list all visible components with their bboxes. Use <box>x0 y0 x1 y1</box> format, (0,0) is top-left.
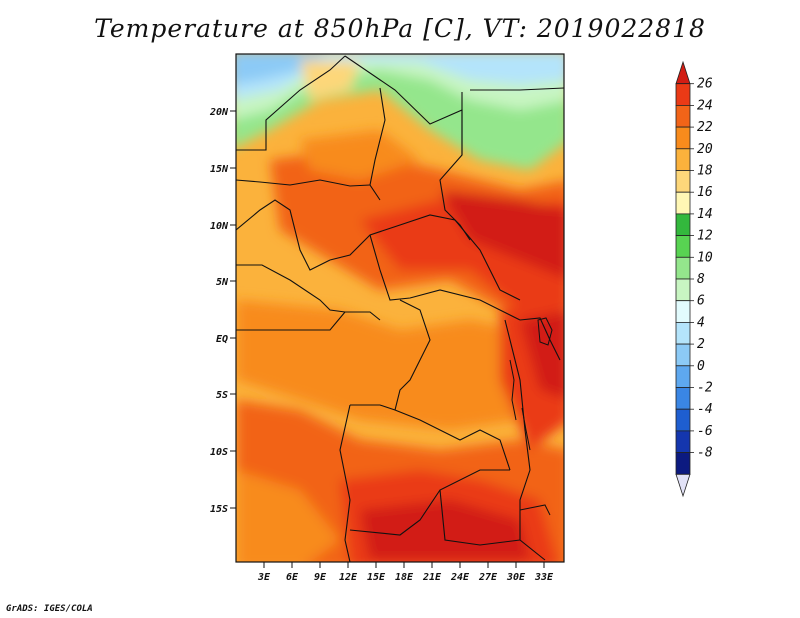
lon-label-30e: 30E <box>506 572 526 583</box>
colorbar-label: 6 <box>697 294 705 309</box>
colorbar-swatch <box>675 83 691 106</box>
map-title: Temperature at 850hPa [C], VT: 201902281… <box>94 14 706 43</box>
colorbar-label: 4 <box>697 315 705 330</box>
colorbar-label: 12 <box>697 229 713 244</box>
lat-label-eq: EQ <box>216 334 228 345</box>
lat-label-15s: 15S <box>210 504 228 515</box>
colorbar-swatch <box>675 430 691 453</box>
lon-label-12e: 12E <box>339 572 358 583</box>
map-frame <box>235 53 565 563</box>
lon-label-21e: 21E <box>422 572 442 583</box>
country-borders <box>236 55 564 562</box>
lakes <box>509 317 553 516</box>
lat-label-15n: 15N <box>210 164 229 175</box>
colorbar-swatch <box>675 278 691 302</box>
colorbar-label: 20 <box>697 142 713 157</box>
lat-label-5n: 5N <box>216 277 229 288</box>
colorbar-swatch <box>675 213 691 236</box>
longitude-axis: 3E 6E 9E 12E 15E 18E 21E 24E 27E 30E 33E <box>257 562 554 583</box>
colorbar-label: -8 <box>697 446 713 461</box>
colorbar-swatch <box>675 452 691 475</box>
lat-label-10n: 10N <box>210 221 229 232</box>
colorbar-swatch <box>675 387 691 410</box>
colorbar-label: -6 <box>697 424 713 439</box>
temperature-field <box>236 54 564 562</box>
colorbar-label: 24 <box>697 98 713 113</box>
colorbar-label: 26 <box>697 77 713 92</box>
lon-label-24e: 24E <box>450 572 470 583</box>
colorbar-label: 22 <box>697 120 713 135</box>
colorbar-label: 2 <box>697 337 705 352</box>
colorbar-swatch <box>675 365 691 388</box>
colorbar-swatch <box>675 235 691 258</box>
colorbar-swatches <box>675 60 691 498</box>
colorbar-swatch <box>675 300 691 323</box>
colorbar-swatch <box>675 170 691 193</box>
colorbar-swatch <box>675 321 691 345</box>
colorbar-swatch <box>675 126 691 150</box>
lon-label-18e: 18E <box>395 572 414 583</box>
colorbar-label: 18 <box>697 164 713 179</box>
grads-credit: GrADS: IGES/COLA <box>6 604 93 614</box>
colorbar-swatch <box>675 60 691 85</box>
colorbar-label: 0 <box>697 359 705 374</box>
colorbar-swatch <box>675 256 691 280</box>
colorbar-label: -4 <box>697 402 713 417</box>
colorbar-label: -2 <box>697 381 713 396</box>
lon-label-27e: 27E <box>478 572 498 583</box>
lon-label-9e: 9E <box>314 572 327 583</box>
lon-label-15e: 15E <box>367 572 386 583</box>
colorbar-label: 14 <box>697 207 713 222</box>
colorbar-label: 8 <box>697 272 705 287</box>
colorbar-swatch <box>675 105 691 128</box>
colorbar-swatch <box>675 148 691 171</box>
colorbar-swatch <box>675 191 691 215</box>
lon-label-3e: 3E <box>257 572 271 583</box>
latitude-axis: 20N 15N 10N 5N EQ 5S 10S 15S <box>209 107 236 515</box>
colorbar-swatch <box>675 408 691 432</box>
colorbar-swatch <box>675 343 691 367</box>
colorbar-label: 16 <box>697 185 713 200</box>
colorbar-swatch <box>675 473 691 498</box>
lon-label-6e: 6E <box>286 572 299 583</box>
lon-label-33e: 33E <box>534 572 554 583</box>
lat-label-5s: 5S <box>216 390 228 401</box>
lat-label-20n: 20N <box>209 107 229 118</box>
lat-label-10s: 10S <box>210 447 228 458</box>
colorbar-label: 10 <box>697 250 713 265</box>
